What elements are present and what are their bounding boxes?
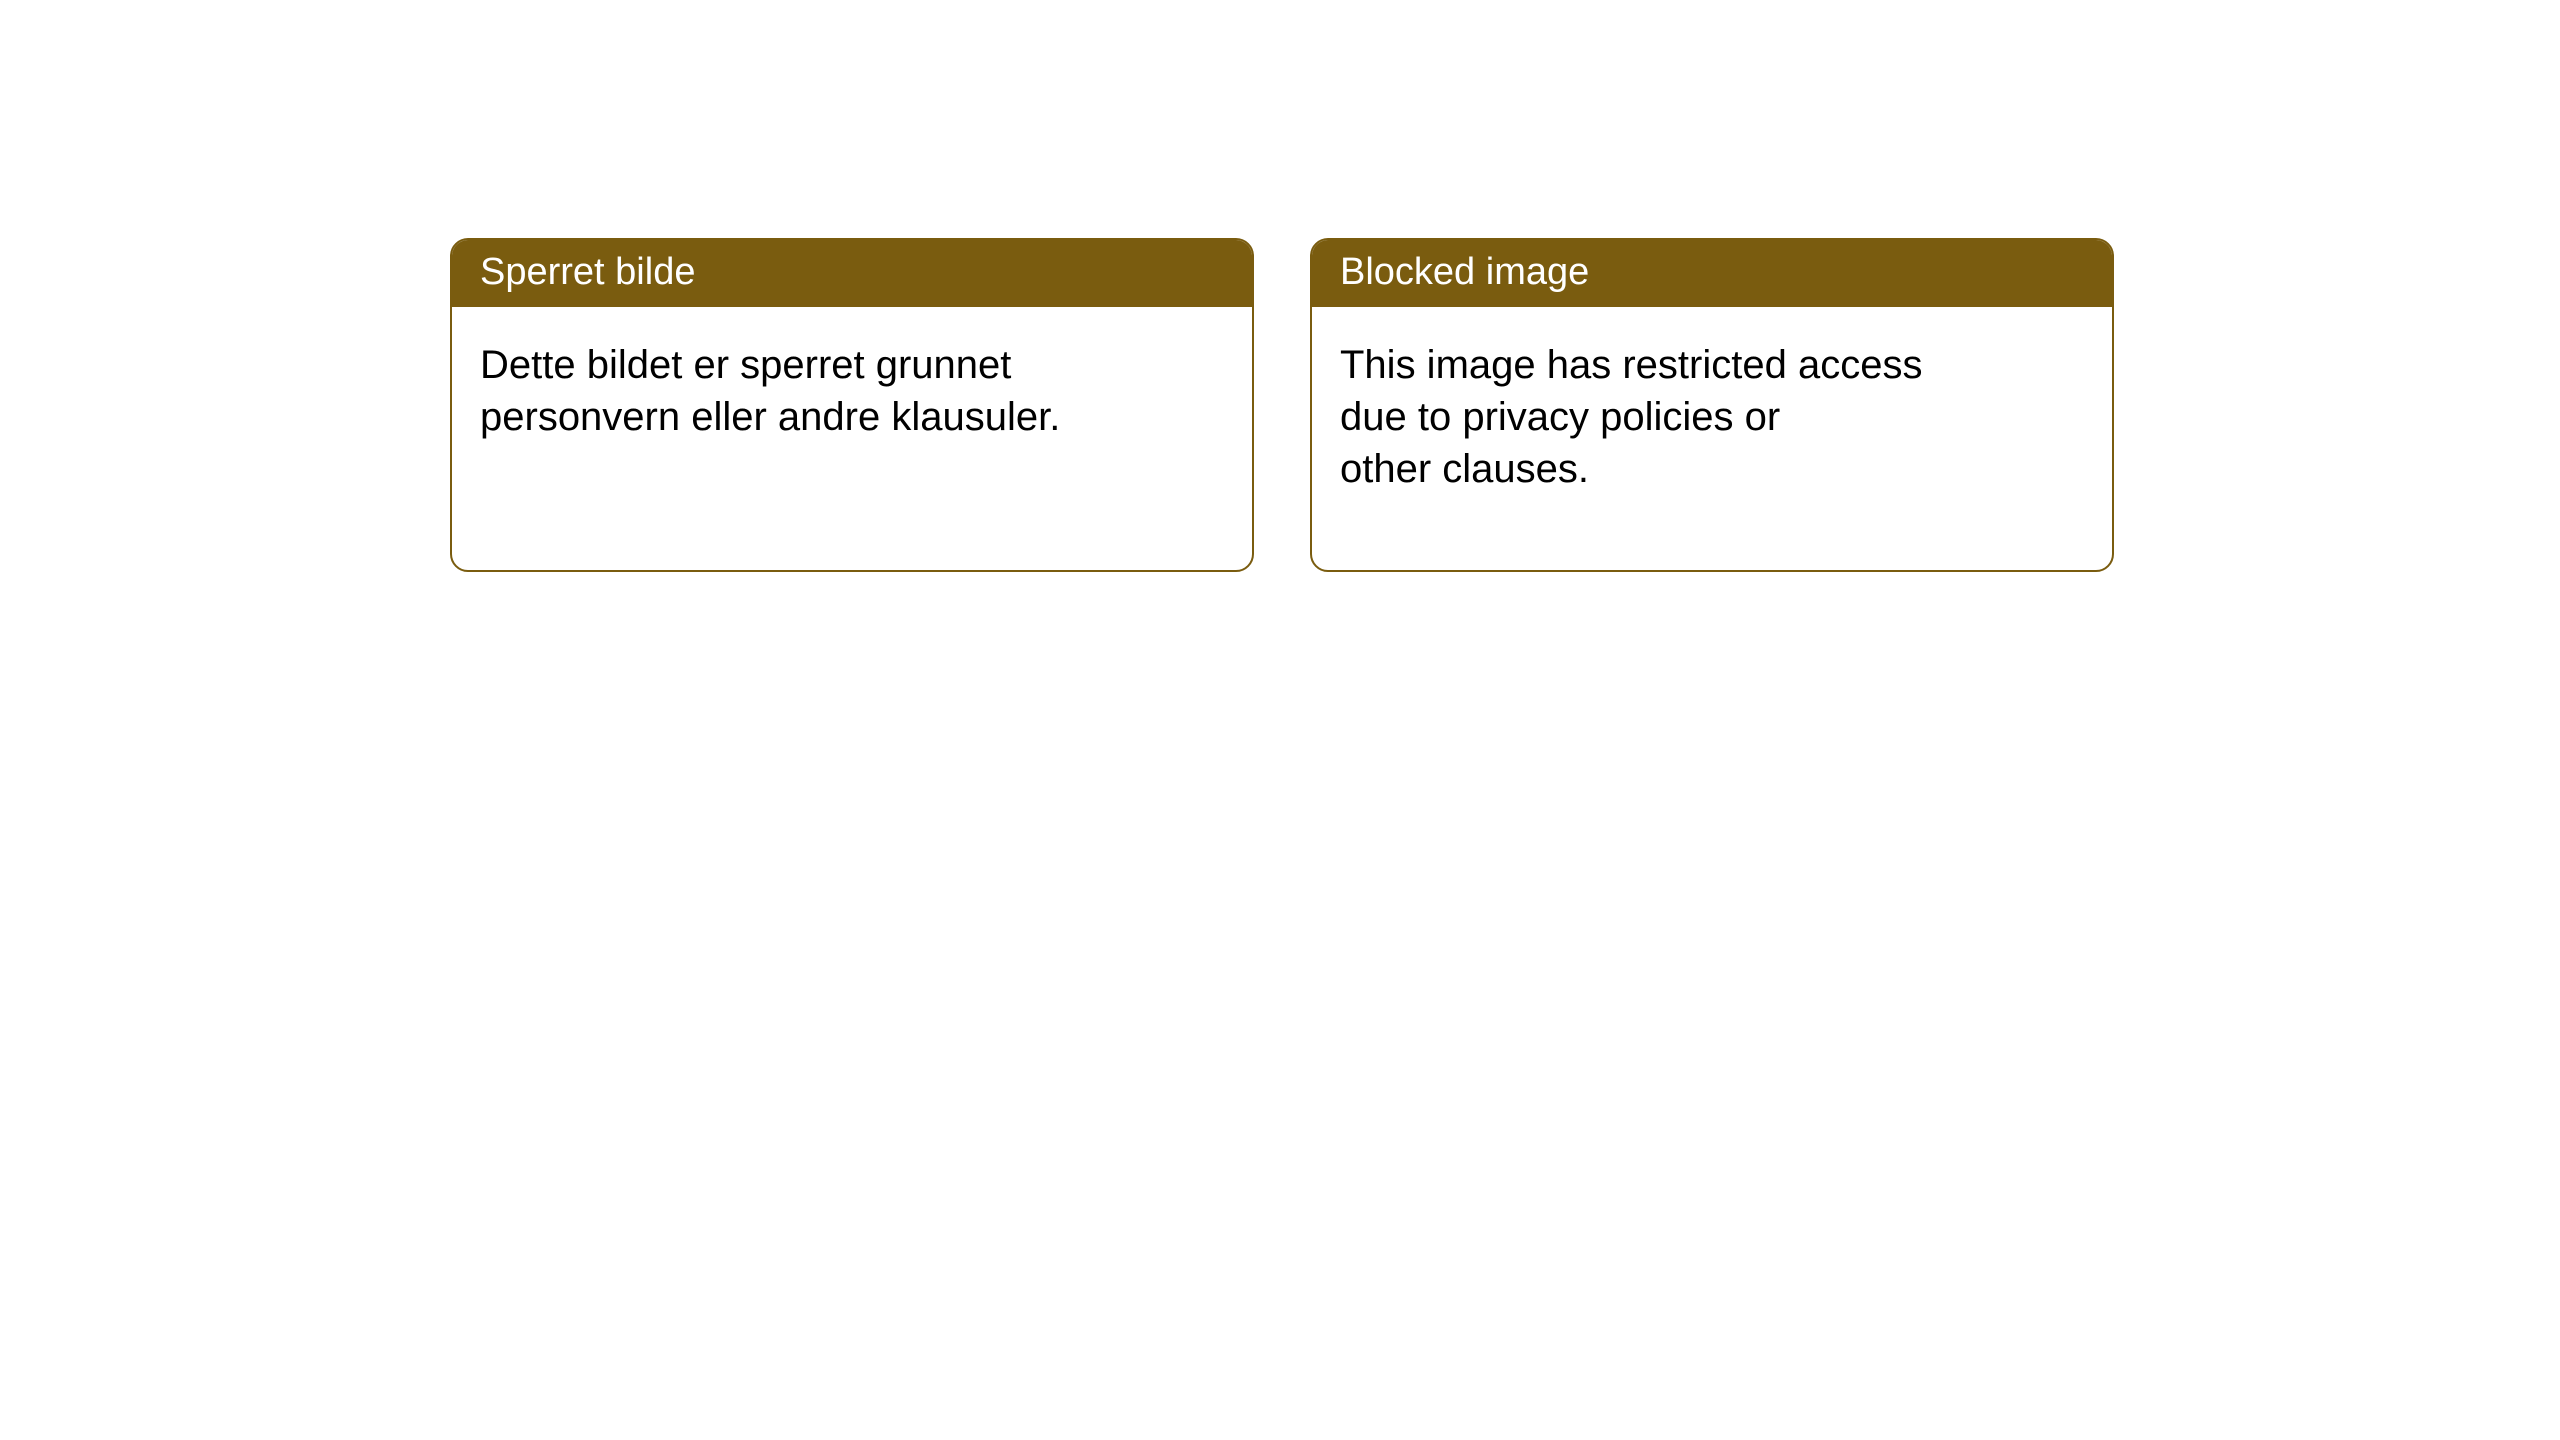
notice-card-body-no: Dette bildet er sperret grunnet personve…	[452, 307, 1252, 475]
notice-card-no: Sperret bilde Dette bildet er sperret gr…	[450, 238, 1254, 572]
notice-card-header-en: Blocked image	[1312, 240, 2112, 307]
notice-card-body-en: This image has restricted access due to …	[1312, 307, 2112, 527]
notice-cards-container: Sperret bilde Dette bildet er sperret gr…	[0, 0, 2560, 572]
notice-card-en: Blocked image This image has restricted …	[1310, 238, 2114, 572]
notice-card-header-no: Sperret bilde	[452, 240, 1252, 307]
